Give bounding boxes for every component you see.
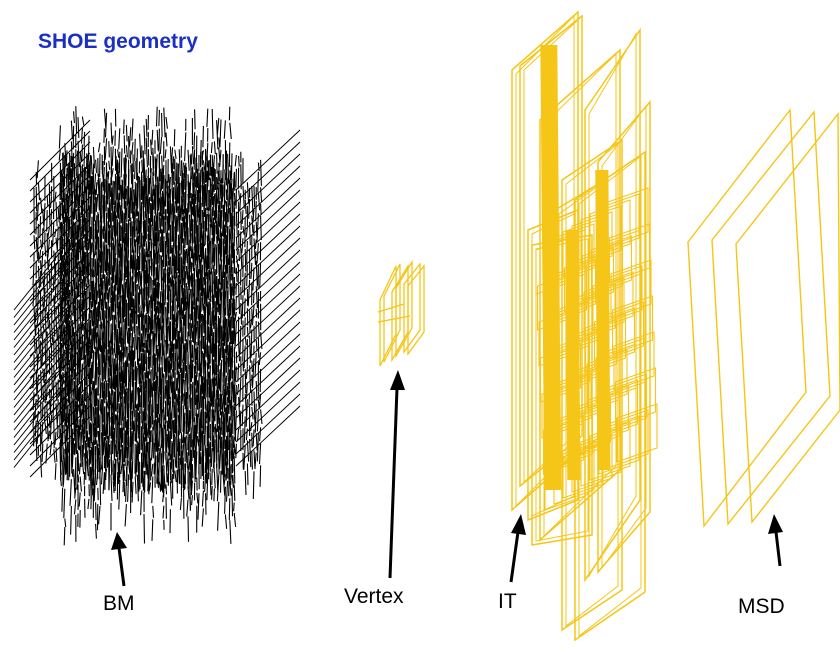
beam-monitor-drawing: [13, 106, 301, 546]
it-label: IT: [498, 590, 517, 613]
msd-label: MSD: [738, 595, 785, 618]
bm-arrow: [111, 532, 127, 587]
page-title: SHOE geometry: [38, 30, 198, 53]
vertex-detector-drawing: [377, 259, 425, 367]
arrows: [111, 370, 783, 587]
inner-tracker-drawing: [511, 10, 658, 642]
msd-arrow: [768, 514, 783, 567]
it-arrow: [509, 514, 526, 583]
vertex-arrow: [388, 370, 405, 579]
msd-drawing: [687, 108, 840, 528]
vertex-label: Vertex: [344, 585, 404, 608]
bm-label: BM: [103, 592, 135, 615]
